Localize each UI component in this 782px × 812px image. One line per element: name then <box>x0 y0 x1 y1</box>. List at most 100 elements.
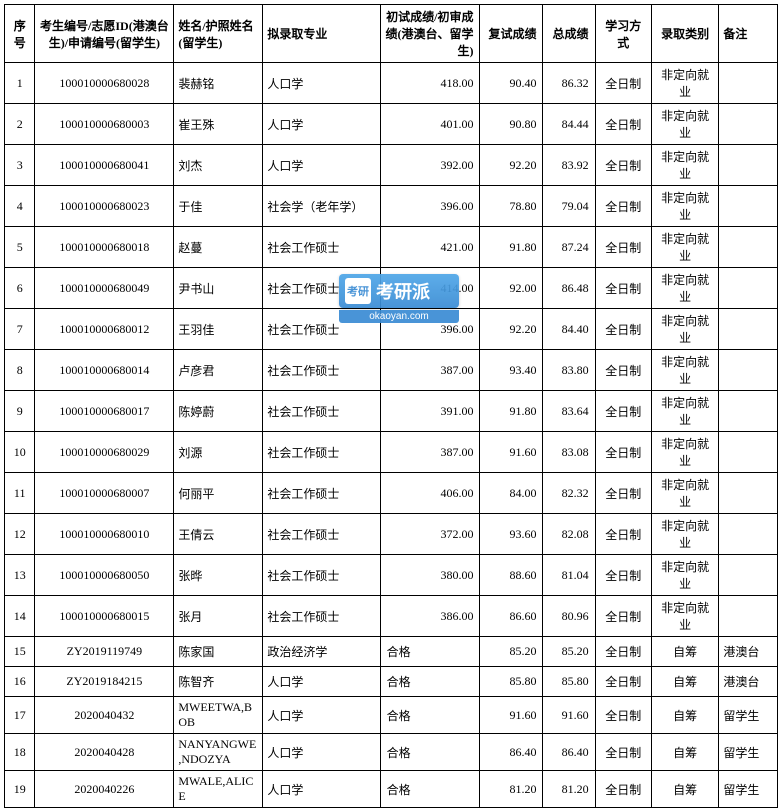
cell-score2: 91.80 <box>480 227 543 268</box>
cell-score2: 90.80 <box>480 104 543 145</box>
cell-study: 全日制 <box>595 473 651 514</box>
cell-score1: 合格 <box>380 771 480 808</box>
table-row: 9100010000680017陈婷蔚社会工作硕士391.0091.8083.6… <box>5 391 778 432</box>
cell-score2: 91.80 <box>480 391 543 432</box>
cell-major: 社会工作硕士 <box>263 309 380 350</box>
cell-study: 全日制 <box>595 145 651 186</box>
cell-total: 84.44 <box>543 104 595 145</box>
header-seq: 序号 <box>5 5 35 63</box>
cell-score2: 85.20 <box>480 637 543 667</box>
cell-note <box>719 227 778 268</box>
cell-seq: 17 <box>5 697 35 734</box>
cell-total: 87.24 <box>543 227 595 268</box>
cell-name: 尹书山 <box>174 268 263 309</box>
cell-score2: 86.40 <box>480 734 543 771</box>
cell-major: 社会工作硕士 <box>263 391 380 432</box>
cell-admit: 非定向就业 <box>652 473 719 514</box>
cell-major: 社会工作硕士 <box>263 473 380 514</box>
cell-score2: 93.40 <box>480 350 543 391</box>
cell-score1: 387.00 <box>380 350 480 391</box>
cell-name: 张月 <box>174 596 263 637</box>
header-admit: 录取类别 <box>652 5 719 63</box>
cell-name: 刘源 <box>174 432 263 473</box>
table-row: 4100010000680023于佳社会学（老年学）396.0078.8079.… <box>5 186 778 227</box>
cell-id: 100010000680010 <box>35 514 174 555</box>
cell-seq: 12 <box>5 514 35 555</box>
cell-score2: 88.60 <box>480 555 543 596</box>
cell-score1: 401.00 <box>380 104 480 145</box>
table-row: 11100010000680007何丽平社会工作硕士406.0084.0082.… <box>5 473 778 514</box>
table-row: 13100010000680050张晔社会工作硕士380.0088.6081.0… <box>5 555 778 596</box>
cell-seq: 16 <box>5 667 35 697</box>
cell-admit: 非定向就业 <box>652 104 719 145</box>
cell-name: 裴赫铭 <box>174 63 263 104</box>
table-row: 182020040428NANYANGWE,NDOZYA人口学合格86.4086… <box>5 734 778 771</box>
cell-seq: 4 <box>5 186 35 227</box>
cell-score2: 91.60 <box>480 697 543 734</box>
cell-score1: 396.00 <box>380 186 480 227</box>
table-row: 172020040432MWEETWA,BOB人口学合格91.6091.60全日… <box>5 697 778 734</box>
cell-total: 82.08 <box>543 514 595 555</box>
table-header: 序号考生编号/志愿ID(港澳台生)/申请编号(留学生)姓名/护照姓名(留学生)拟… <box>5 5 778 63</box>
cell-id: 2020040428 <box>35 734 174 771</box>
cell-score1: 421.00 <box>380 227 480 268</box>
table-row: 3100010000680041刘杰人口学392.0092.2083.92全日制… <box>5 145 778 186</box>
cell-seq: 6 <box>5 268 35 309</box>
cell-study: 全日制 <box>595 514 651 555</box>
cell-major: 社会工作硕士 <box>263 268 380 309</box>
cell-score2: 78.80 <box>480 186 543 227</box>
cell-seq: 2 <box>5 104 35 145</box>
cell-note <box>719 514 778 555</box>
table-row: 16ZY2019184215陈智齐人口学合格85.8085.80全日制自筹港澳台 <box>5 667 778 697</box>
cell-seq: 10 <box>5 432 35 473</box>
cell-study: 全日制 <box>595 637 651 667</box>
cell-name: 崔王殊 <box>174 104 263 145</box>
cell-admit: 自筹 <box>652 734 719 771</box>
cell-score1: 合格 <box>380 734 480 771</box>
admission-table: 序号考生编号/志愿ID(港澳台生)/申请编号(留学生)姓名/护照姓名(留学生)拟… <box>4 4 778 808</box>
cell-study: 全日制 <box>595 350 651 391</box>
cell-total: 85.80 <box>543 667 595 697</box>
cell-name: 卢彦君 <box>174 350 263 391</box>
header-score1: 初试成绩/初审成绩(港澳台、留学生) <box>380 5 480 63</box>
table-row: 10100010000680029刘源社会工作硕士387.0091.6083.0… <box>5 432 778 473</box>
header-study: 学习方式 <box>595 5 651 63</box>
table-row: 14100010000680015张月社会工作硕士386.0086.6080.9… <box>5 596 778 637</box>
cell-id: 100010000680041 <box>35 145 174 186</box>
cell-note <box>719 63 778 104</box>
header-score2: 复试成绩 <box>480 5 543 63</box>
cell-score2: 93.60 <box>480 514 543 555</box>
cell-name: MWALE,ALICE <box>174 771 263 808</box>
cell-study: 全日制 <box>595 555 651 596</box>
cell-major: 人口学 <box>263 697 380 734</box>
cell-note <box>719 555 778 596</box>
cell-name: 陈家国 <box>174 637 263 667</box>
cell-major: 人口学 <box>263 63 380 104</box>
header-major: 拟录取专业 <box>263 5 380 63</box>
cell-id: ZY2019119749 <box>35 637 174 667</box>
cell-seq: 19 <box>5 771 35 808</box>
cell-major: 社会工作硕士 <box>263 555 380 596</box>
cell-admit: 非定向就业 <box>652 555 719 596</box>
cell-score1: 合格 <box>380 697 480 734</box>
cell-total: 80.96 <box>543 596 595 637</box>
cell-study: 全日制 <box>595 309 651 350</box>
cell-admit: 非定向就业 <box>652 309 719 350</box>
cell-study: 全日制 <box>595 432 651 473</box>
cell-major: 人口学 <box>263 145 380 186</box>
cell-seq: 18 <box>5 734 35 771</box>
table-row: 7100010000680012王羽佳社会工作硕士396.0092.2084.4… <box>5 309 778 350</box>
cell-total: 82.32 <box>543 473 595 514</box>
cell-score1: 418.00 <box>380 63 480 104</box>
cell-id: 2020040226 <box>35 771 174 808</box>
cell-name: MWEETWA,BOB <box>174 697 263 734</box>
cell-seq: 11 <box>5 473 35 514</box>
cell-study: 全日制 <box>595 227 651 268</box>
cell-id: 100010000680003 <box>35 104 174 145</box>
table-header-row: 序号考生编号/志愿ID(港澳台生)/申请编号(留学生)姓名/护照姓名(留学生)拟… <box>5 5 778 63</box>
cell-note: 留学生 <box>719 697 778 734</box>
cell-id: 100010000680007 <box>35 473 174 514</box>
cell-note: 港澳台 <box>719 667 778 697</box>
cell-total: 86.32 <box>543 63 595 104</box>
cell-seq: 5 <box>5 227 35 268</box>
